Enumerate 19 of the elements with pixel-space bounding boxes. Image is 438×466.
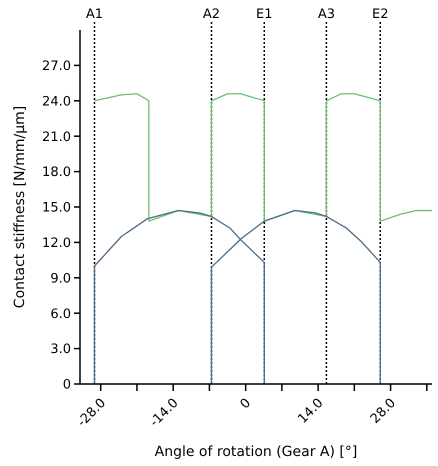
ref-line-label: E2	[372, 7, 388, 22]
x-tick-label: 0	[238, 396, 254, 412]
y-axis-title: Contact stiffness [N/mm/µm]	[12, 106, 28, 308]
ref-line-label: A2	[202, 7, 220, 22]
y-tick-label: 9.0	[50, 271, 71, 286]
y-tick-label: 24.0	[42, 94, 71, 110]
ref-line-label: A3	[318, 7, 335, 22]
ref-line-label: E1	[256, 7, 273, 22]
y-tick-label: 6.0	[50, 306, 71, 322]
y-tick-label: 12.0	[42, 236, 71, 251]
x-axis-title: Angle of rotation (Gear A) [°]	[154, 444, 358, 460]
ref-line-label: A1	[86, 7, 104, 22]
y-tick-label: 3.0	[50, 342, 71, 358]
y-tick-label: 0	[62, 378, 71, 393]
y-tick-label: 18.0	[42, 165, 71, 180]
y-tick-label: 27.0	[42, 58, 71, 74]
line-series	[94, 93, 433, 222]
y-tick-label: 21.0	[42, 130, 71, 145]
y-tick-label: 15.0	[42, 200, 71, 216]
